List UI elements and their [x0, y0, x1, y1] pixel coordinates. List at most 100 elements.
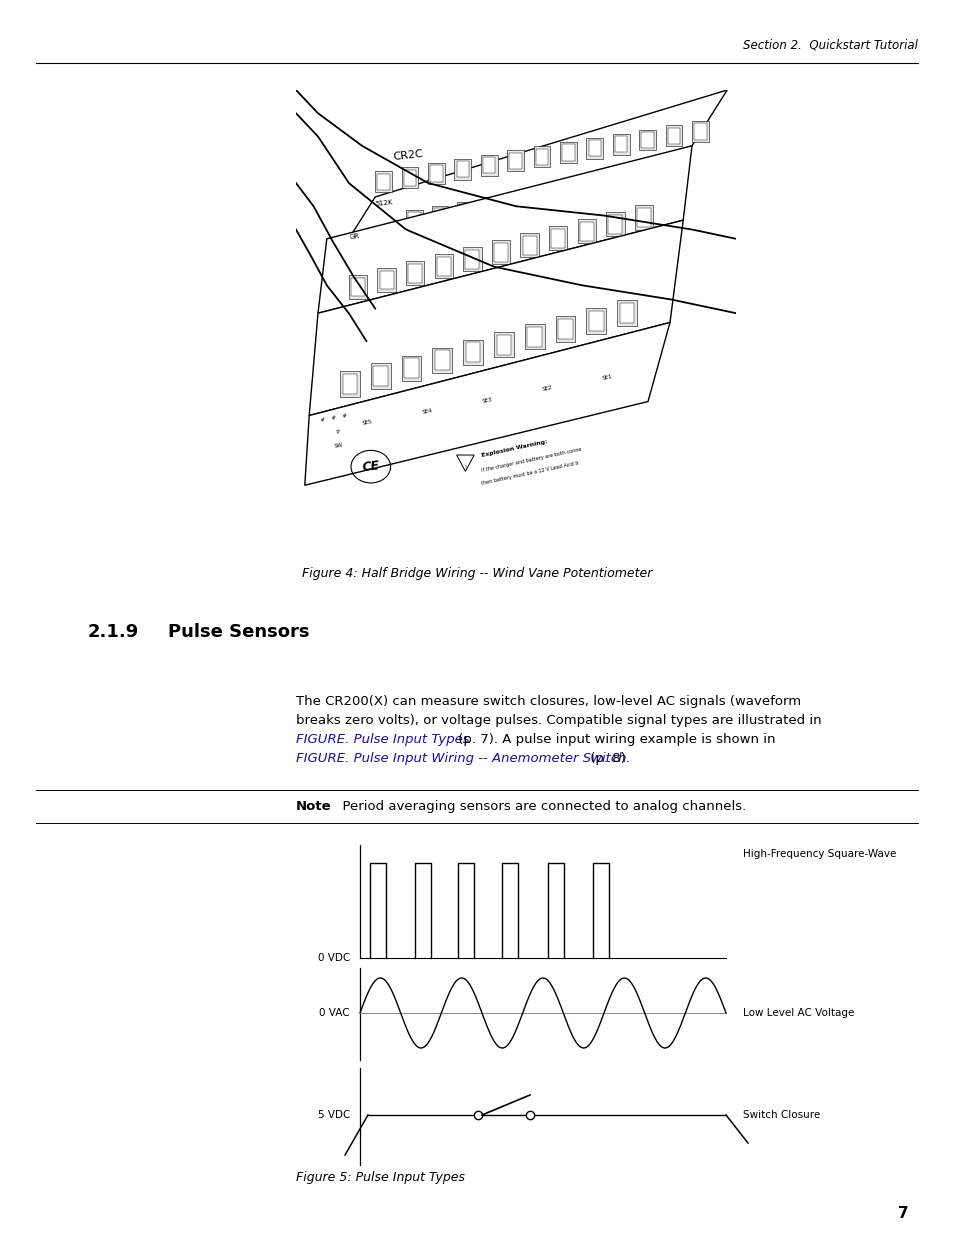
Bar	[536, 191, 548, 206]
Bar	[635, 173, 652, 191]
Bar	[559, 142, 577, 163]
Bar	[435, 254, 453, 278]
Bar	[509, 153, 521, 169]
Bar	[406, 261, 424, 285]
Bar	[408, 212, 420, 227]
Bar	[638, 174, 650, 189]
Bar	[586, 308, 605, 333]
Bar	[379, 270, 394, 289]
Text: #: #	[320, 417, 325, 424]
Bar	[634, 205, 653, 230]
Text: 0 VAC: 0 VAC	[319, 1008, 350, 1018]
Bar	[349, 275, 367, 299]
Bar	[560, 188, 573, 203]
Bar	[694, 124, 706, 140]
Bar	[480, 154, 497, 175]
Bar	[435, 351, 449, 370]
Polygon shape	[339, 90, 726, 253]
Text: Figure 4: Half Bridge Wiring -- Wind Vane Potentiometer: Figure 4: Half Bridge Wiring -- Wind Van…	[301, 568, 652, 580]
Bar	[484, 200, 497, 215]
Bar	[463, 340, 482, 366]
Text: GR: GR	[349, 232, 359, 240]
Bar	[617, 300, 637, 326]
Bar	[608, 215, 621, 233]
Bar	[482, 198, 498, 217]
Text: breaks zero volts), or voltage pulses. Compatible signal types are illustrated i: breaks zero volts), or voltage pulses. C…	[295, 714, 821, 727]
Bar	[577, 220, 596, 243]
Bar	[351, 278, 365, 296]
Text: SE4: SE4	[421, 408, 433, 415]
Bar	[510, 195, 522, 210]
Bar	[637, 209, 650, 227]
Bar	[465, 342, 480, 363]
Text: SE5: SE5	[361, 419, 373, 426]
Bar	[605, 212, 624, 236]
Bar	[561, 144, 574, 161]
Bar	[432, 347, 452, 373]
Bar	[508, 193, 524, 212]
Bar	[665, 125, 681, 146]
Bar	[615, 136, 627, 152]
Text: High-Frequency Square-Wave: High-Frequency Square-Wave	[742, 848, 896, 858]
Bar	[428, 163, 444, 184]
Text: SE2: SE2	[541, 385, 552, 393]
Bar	[639, 130, 656, 151]
Bar	[494, 332, 514, 357]
Polygon shape	[304, 322, 669, 485]
Bar	[551, 228, 565, 248]
Bar	[588, 141, 600, 157]
Text: then battery must be a 12 V Lead Acid b: then battery must be a 12 V Lead Acid b	[480, 461, 578, 487]
Bar	[533, 146, 550, 167]
Polygon shape	[317, 146, 691, 314]
Text: SW: SW	[333, 442, 343, 450]
Text: Explosion Warning:: Explosion Warning:	[480, 440, 548, 458]
Bar	[588, 311, 603, 331]
Text: Switch Closure: Switch Closure	[742, 1110, 820, 1120]
Bar	[371, 363, 390, 389]
Bar	[463, 247, 481, 272]
Bar	[584, 180, 600, 200]
Text: CE: CE	[361, 459, 380, 474]
Bar	[401, 167, 417, 188]
Bar	[527, 327, 541, 347]
Bar	[431, 206, 448, 225]
Bar	[667, 127, 679, 144]
Text: If the charger and battery are both conne: If the charger and battery are both conn…	[480, 447, 581, 473]
Bar	[610, 177, 626, 196]
Bar	[456, 161, 469, 178]
Text: (p. 8).: (p. 8).	[585, 752, 629, 764]
Bar	[408, 264, 422, 283]
Bar	[403, 169, 416, 185]
Bar	[612, 133, 629, 154]
Bar	[434, 209, 446, 224]
Text: CR2C: CR2C	[393, 148, 424, 162]
Text: The CR200(X) can measure switch closures, low-level AC signals (waveform: The CR200(X) can measure switch closures…	[295, 695, 801, 708]
Text: #: #	[342, 412, 348, 419]
Bar	[536, 148, 548, 164]
Text: FIGURE. Pulse Input Wiring -- Anemometer Switch: FIGURE. Pulse Input Wiring -- Anemometer…	[295, 752, 626, 764]
Text: SE1: SE1	[600, 374, 612, 382]
Text: Pulse Sensors: Pulse Sensors	[168, 622, 309, 641]
Text: 5 VDC: 5 VDC	[317, 1110, 350, 1120]
Text: Figure 5: Pulse Input Types: Figure 5: Pulse Input Types	[295, 1172, 464, 1184]
Bar	[660, 168, 678, 188]
Bar	[436, 257, 451, 275]
Bar	[507, 151, 523, 172]
Bar	[430, 165, 442, 182]
Text: 512K: 512K	[375, 199, 393, 207]
Text: P: P	[335, 430, 340, 435]
Text: Section 2.  Quickstart Tutorial: Section 2. Quickstart Tutorial	[742, 38, 917, 52]
Text: #: #	[331, 415, 336, 421]
Bar	[548, 226, 567, 251]
Text: !: !	[464, 464, 466, 471]
Bar	[640, 132, 653, 148]
Bar	[492, 240, 510, 264]
Bar	[406, 210, 422, 230]
Bar	[375, 172, 392, 193]
Bar	[558, 319, 572, 338]
Bar	[377, 174, 390, 190]
Text: 0 VDC: 0 VDC	[317, 953, 350, 963]
Text: FIGURE. Pulse Input Types: FIGURE. Pulse Input Types	[295, 734, 469, 746]
Bar	[579, 222, 594, 241]
Bar	[586, 138, 602, 159]
